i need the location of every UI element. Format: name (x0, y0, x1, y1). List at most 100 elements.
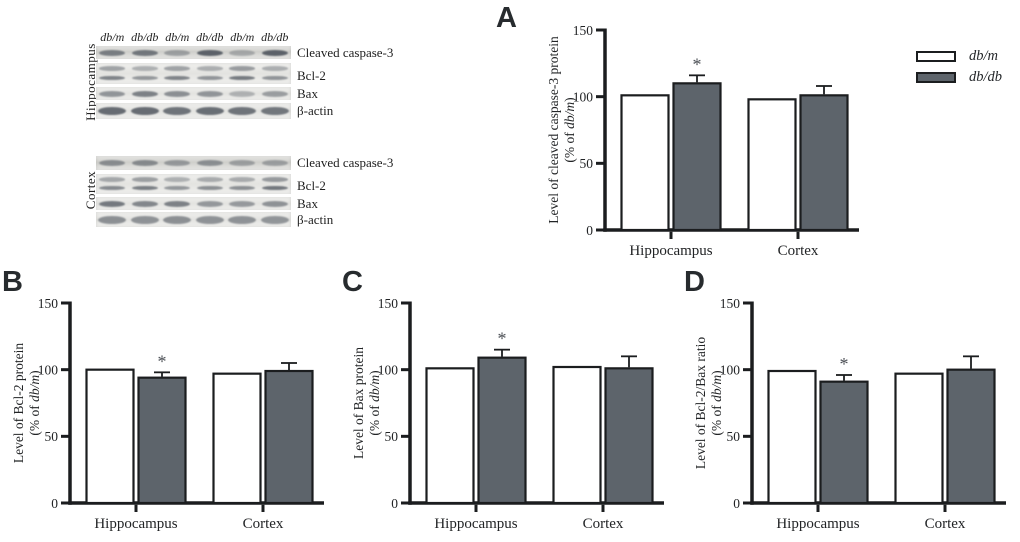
blot-strip-hippocampus-4 (96, 103, 291, 119)
y-tick-label: 0 (586, 223, 593, 238)
blot-band (261, 66, 288, 71)
blot-band (99, 49, 126, 56)
blot-band (229, 160, 256, 166)
chart-bax: 0 50 100 150 Hippocampus Cortex * Level of Bax … (350, 285, 668, 537)
lane-label: db/m (100, 30, 125, 44)
y-tick-label: 50 (45, 429, 59, 444)
blot-band (196, 49, 223, 56)
blot-strip-hippocampus-2 (96, 63, 291, 84)
blot-band (163, 107, 192, 115)
y-tick-label: 150 (378, 296, 399, 311)
chart-bcl2-bax-ratio: 0 50 100 150 Hippocampus Cortex * Level of Bcl-… (692, 285, 1010, 537)
legend-label-dbm: db/m (969, 48, 998, 64)
blot-band (163, 215, 192, 224)
y-axis-label: Level of Bcl-2 protein (11, 343, 26, 464)
legend: db/m db/db (916, 46, 1002, 88)
blot-band (261, 200, 288, 207)
blot-band (99, 200, 126, 207)
blot-band (99, 66, 126, 71)
blot-band (229, 90, 256, 97)
blot-row-label: Bax (297, 195, 318, 211)
blot-strip-hippocampus-1 (96, 46, 291, 59)
y-tick-label: 100 (38, 362, 59, 377)
blot-band (195, 107, 224, 115)
bar-hippocampus-db-db (672, 82, 722, 232)
blot-band (261, 177, 288, 182)
y-tick-label: 50 (727, 429, 741, 444)
significance-asterisk: * (840, 354, 849, 374)
blot-strip-cortex-1 (96, 156, 291, 170)
blot-band (196, 90, 223, 97)
bar-cortex-db-db (604, 367, 654, 505)
blot-strip-hippocampus-3 (96, 87, 291, 100)
blot-band (98, 215, 127, 224)
bar-hippocampus-db-db (137, 376, 187, 505)
blot-strip-cortex-3 (96, 197, 291, 210)
panel-letter-a: A (496, 2, 517, 34)
blot-band (99, 75, 126, 80)
blot-band (196, 185, 223, 190)
significance-asterisk: * (158, 351, 167, 371)
y-axis-label-units: (% of db/m) (562, 97, 577, 162)
blot-band (261, 75, 288, 80)
y-tick-label: 150 (573, 23, 594, 38)
y-tick-label: 0 (51, 496, 58, 511)
blot-band (131, 66, 158, 71)
blot-band (260, 107, 289, 115)
y-tick-label: 50 (385, 429, 399, 444)
chart-svg-D: 0 50 100 150 Hippocampus Cortex * Level of Bcl-… (693, 296, 1006, 532)
significance-asterisk: * (693, 54, 702, 74)
blot-band (229, 200, 256, 207)
blot-band (228, 107, 257, 115)
bar-hippocampus-db-db (477, 356, 527, 505)
western-blot-figure: Hippocampus db/m db/db db/m db/db db/m db/db Cl… (83, 26, 420, 241)
blot-row-label: β-actin (297, 211, 334, 227)
blot-band (164, 185, 191, 190)
blot-band (164, 49, 191, 56)
lane-label: db/m (165, 30, 190, 44)
y-axis-label: Level of Bax protein (351, 347, 366, 459)
bar-hippocampus-db-m (85, 368, 135, 505)
bar-hippocampus-db-db (819, 380, 869, 505)
y-axis-label-units: (% of db/m) (27, 370, 42, 435)
panel-letter-c: C (342, 266, 363, 298)
lane-label: db/db (196, 30, 224, 44)
blot-band (131, 49, 158, 56)
blot-band (131, 90, 158, 97)
blot-band (99, 185, 126, 190)
blot-band (164, 160, 191, 166)
y-tick-label: 100 (378, 362, 399, 377)
blot-band (261, 160, 288, 166)
blot-row-label: Cleaved caspase-3 (297, 155, 394, 170)
bar-cortex-db-m (894, 372, 944, 505)
chart-svg-C: 0 50 100 150 Hippocampus Cortex * Level of Bax … (351, 296, 664, 532)
blot-band (196, 75, 223, 80)
blot-band (196, 160, 223, 166)
lane-label: db/m (230, 30, 255, 44)
blot-band (261, 49, 288, 56)
blot-band (164, 177, 191, 182)
y-tick-label: 150 (720, 296, 741, 311)
chart-bcl2: 0 50 100 150 Hippocampus Cortex * Level of Bcl-… (10, 285, 328, 537)
blot-band (261, 90, 288, 97)
y-tick-label: 100 (720, 362, 741, 377)
blot-row-label: Bcl-2 (297, 68, 326, 83)
category-label: Hippocampus (629, 243, 712, 259)
blot-band (99, 160, 126, 166)
blot-band (229, 49, 256, 56)
blot-band (99, 90, 126, 97)
blot-band (131, 160, 158, 166)
blot-band (131, 200, 158, 207)
blot-band (196, 66, 223, 71)
legend-item-dbdb: db/db (916, 67, 1002, 88)
lane-label: db/db (261, 30, 289, 44)
bar-hippocampus-db-m (620, 94, 670, 232)
bar-hippocampus-db-m (767, 369, 817, 505)
blot-band (164, 75, 191, 80)
blot-band (164, 90, 191, 97)
blot-band (229, 185, 256, 190)
blot-band (229, 75, 256, 80)
blot-band (260, 215, 289, 224)
chart-svg-A: 0 50 100 150 Hippocampus Cortex * Level of clea… (546, 23, 859, 259)
blot-band (98, 107, 127, 115)
